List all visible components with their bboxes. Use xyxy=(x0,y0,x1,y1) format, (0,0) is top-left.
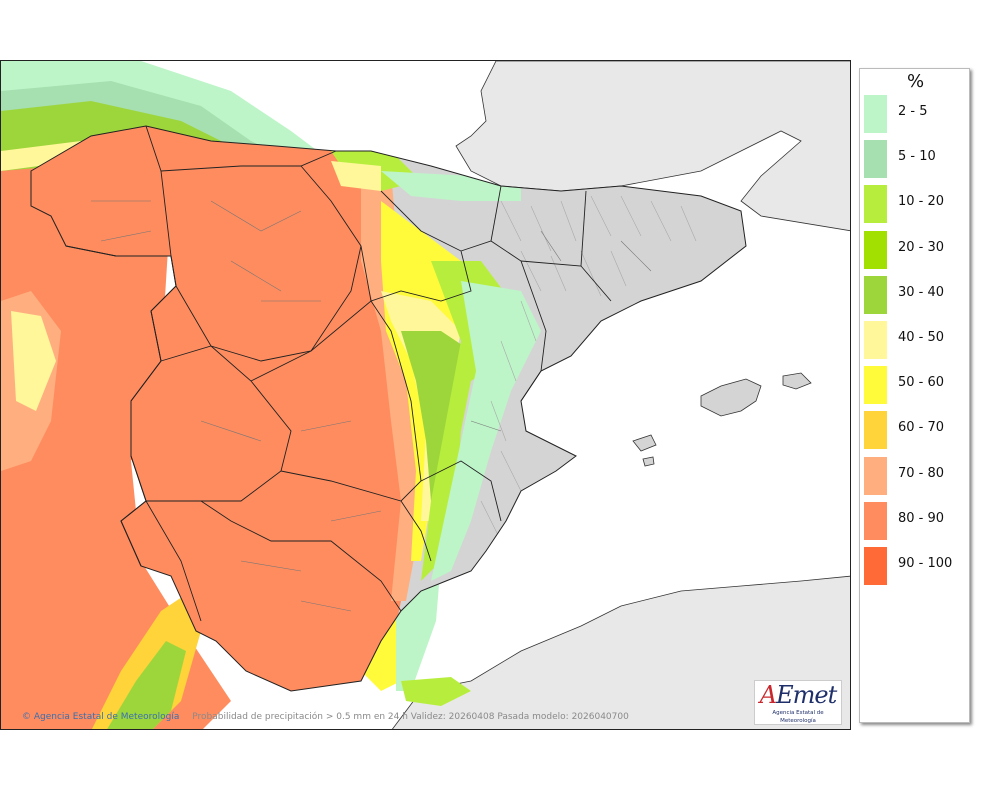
legend-label: 40 - 50 xyxy=(898,330,945,345)
agency-name: Agencia Estatal de Meteorología xyxy=(33,712,180,722)
map-credits: © Agencia Estatal de Meteorología Probab… xyxy=(22,712,629,722)
land-band-mint xyxy=(431,281,541,581)
map-canvas xyxy=(1,61,850,729)
land-band-green xyxy=(401,331,471,501)
legend-item: 2 - 5 xyxy=(864,91,969,133)
formentera xyxy=(642,456,655,467)
map-description: Probabilidad de precipitación > 0.5 mm e… xyxy=(192,712,629,722)
legend-swatch xyxy=(864,140,887,179)
legend-item: 40 - 50 xyxy=(864,317,969,359)
legend-swatch xyxy=(864,411,887,450)
legend-swatch xyxy=(864,547,887,585)
aemet-logo-subtitle: Agencia Estatal de Meteorología xyxy=(772,710,824,724)
africa-land xyxy=(392,575,850,729)
legend-swatch xyxy=(864,501,887,540)
legend-label: 50 - 60 xyxy=(898,375,945,391)
band-west-3 xyxy=(11,311,56,411)
aemet-logo-word: AEmet xyxy=(759,681,837,709)
ibiza xyxy=(632,434,657,452)
relief-shading xyxy=(480,195,697,542)
legend-item: 60 - 70 xyxy=(864,407,969,450)
legend-label: 60 - 70 xyxy=(898,420,945,436)
band-west xyxy=(1,161,231,729)
band-southwest-2 xyxy=(107,641,186,729)
france-land xyxy=(455,61,850,232)
legend-item: 5 - 10 xyxy=(864,136,969,179)
legend-label: 30 - 40 xyxy=(898,284,945,300)
menorca xyxy=(782,372,812,390)
legend-label: 20 - 30 xyxy=(898,239,945,255)
legend-item: 10 - 20 xyxy=(864,181,969,224)
legend-item: 30 - 40 xyxy=(864,272,969,314)
legend-panel: % 2 - 5 5 - 10 10 - 20 20 - 30 30 - 40 40 - 5… xyxy=(859,68,970,723)
legend-swatch xyxy=(864,321,887,359)
legend-item: 70 - 80 xyxy=(864,453,969,495)
legend-swatch xyxy=(864,185,887,224)
legend-label: 90 - 100 xyxy=(898,556,953,571)
land-band-north-3 xyxy=(331,161,381,191)
province-borders xyxy=(91,200,652,612)
legend-label: 80 - 90 xyxy=(898,510,945,526)
legend-label: 10 - 20 xyxy=(898,194,945,210)
legend-swatch xyxy=(864,275,887,314)
legend-swatch xyxy=(864,366,887,405)
band-alboran xyxy=(401,677,471,706)
legend-item: 20 - 30 xyxy=(864,227,969,269)
legend-item: 90 - 100 xyxy=(864,543,969,585)
legend-swatch xyxy=(864,456,887,495)
legend-label: 2 - 5 xyxy=(898,104,928,119)
legend-label: 70 - 80 xyxy=(898,465,945,481)
legend-swatch xyxy=(864,95,887,133)
legend-item: 50 - 60 xyxy=(864,362,969,405)
agency-credit[interactable]: © Agencia Estatal de Meteorología xyxy=(22,712,180,722)
forecast-map[interactable] xyxy=(0,60,851,730)
aemet-logo[interactable]: AEmet Agencia Estatal de Meteorología xyxy=(754,680,842,725)
mallorca xyxy=(700,378,762,417)
legend-title: % xyxy=(906,71,925,92)
legend-item: 80 - 90 xyxy=(864,498,969,540)
legend-label: 5 - 10 xyxy=(898,149,936,165)
region-borders xyxy=(145,125,612,622)
legend-swatch xyxy=(864,230,887,269)
